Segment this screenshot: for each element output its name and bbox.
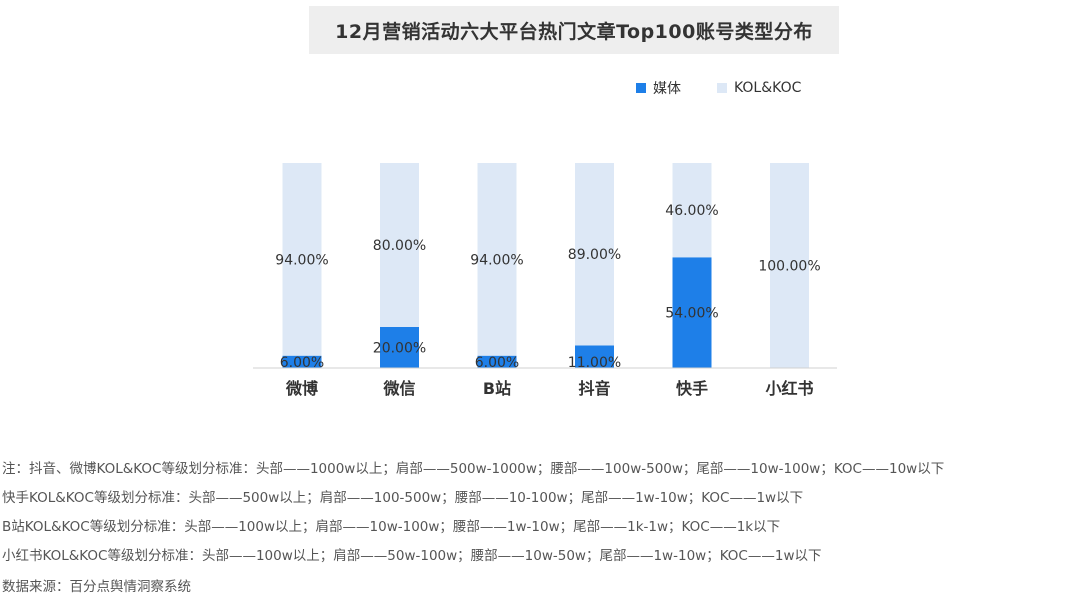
data-label-kol-0: 94.00%: [275, 252, 328, 268]
chart-title: 12月营销活动六大平台热门文章Top100账号类型分布: [335, 20, 813, 43]
legend-item-kol: KOL&KOC: [717, 80, 801, 96]
category-label-4: 快手: [676, 379, 708, 398]
bar-media-0: [282, 355, 322, 368]
legend-label-kol: KOL&KOC: [734, 80, 802, 96]
note-line-4: 小红书KOL&KOC等级划分标准：头部——100w以上；肩部——50w-100w…: [2, 548, 822, 564]
legend-item-media: 媒体: [636, 78, 681, 98]
bar-media-4: [672, 257, 712, 368]
bar-kol-1: [380, 163, 419, 327]
bar-kol-5: [770, 163, 809, 368]
note-line-3: B站KOL&KOC等级划分标准：头部——100w以上；肩部——10w-100w；…: [2, 519, 781, 535]
data-label-kol-2: 94.00%: [470, 252, 523, 268]
chart-title-box: 12月营销活动六大平台热门文章Top100账号类型分布: [309, 6, 839, 54]
data-label-kol-4: 46.00%: [665, 203, 718, 219]
data-label-kol-3: 89.00%: [568, 247, 621, 263]
legend-label-media: 媒体: [653, 81, 681, 97]
legend-swatch-kol: [717, 83, 727, 93]
data-label-kol-1: 80.00%: [373, 238, 426, 254]
bar-media-2: [477, 355, 517, 368]
note-line-1: 注：抖音、微博KOL&KOC等级划分标准：头部——1000w以上；肩部——500…: [2, 461, 945, 477]
data-source: 数据来源：百分点舆情洞察系统: [2, 579, 191, 595]
bar-media-3: [575, 345, 614, 368]
bar-kol-0: [282, 163, 322, 356]
data-label-media-3: 11.00%: [568, 355, 621, 371]
category-label-5: 小红书: [765, 379, 813, 398]
data-label-media-2: 6.00%: [475, 355, 519, 371]
category-label-0: 微博: [285, 379, 318, 398]
category-label-1: 微信: [382, 379, 415, 398]
legend: 媒体 KOL&KOC: [636, 78, 837, 98]
category-label-3: 抖音: [578, 379, 610, 398]
bar-kol-3: [575, 163, 614, 346]
bar-media-1: [380, 327, 419, 368]
stacked-bar-chart: 6.00% 94.00% 微博 20.00% 80.00% 微信 6.00% 94.00% B站…: [253, 163, 837, 398]
data-label-media-1: 20.00%: [373, 341, 426, 357]
bar-kol-4: [672, 163, 712, 258]
legend-swatch-media: [636, 83, 646, 93]
data-label-kol-5: 100.00%: [758, 259, 820, 275]
data-label-media-4: 54.00%: [665, 306, 718, 322]
notes: 注：抖音、微博KOL&KOC等级划分标准：头部——1000w以上；肩部——500…: [2, 455, 944, 602]
category-label-2: B站: [483, 379, 511, 398]
bar-kol-2: [477, 163, 517, 356]
data-label-media-0: 6.00%: [280, 355, 324, 371]
note-line-2: 快手KOL&KOC等级划分标准：头部——500w以上；肩部——100-500w；…: [2, 490, 804, 506]
